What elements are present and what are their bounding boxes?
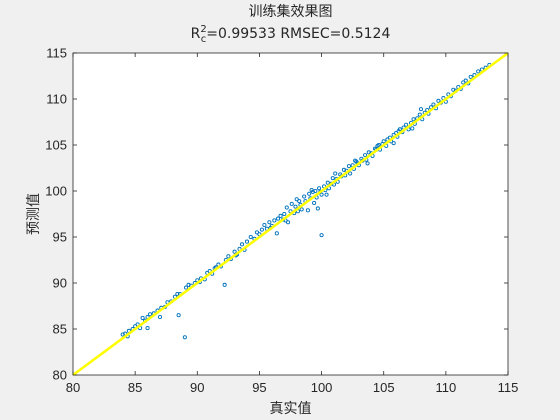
data-point	[309, 188, 314, 193]
x-tick-label: 110	[435, 380, 456, 395]
data-point	[365, 161, 370, 166]
x-axis-ticks: 80 85 90 95 100 105 110 115	[66, 53, 519, 395]
data-point	[175, 291, 180, 297]
data-point	[289, 201, 294, 206]
data-point	[222, 282, 227, 287]
data-point	[297, 199, 302, 204]
data-point	[410, 126, 415, 131]
reference-line	[72, 51, 509, 377]
data-point	[148, 312, 153, 317]
y-tick-label: 110	[46, 92, 67, 107]
subtitle-superscript: 2	[200, 24, 206, 35]
data-point	[319, 233, 324, 238]
x-tick-label: 95	[252, 380, 266, 395]
data-point	[417, 112, 422, 117]
data-point	[348, 171, 353, 176]
data-point	[176, 313, 181, 318]
data-point	[463, 78, 468, 83]
data-point	[274, 231, 279, 236]
chart-subtitle: R2 c=0.99533 RMSEC=0.5124	[191, 24, 391, 45]
data-point	[184, 285, 189, 290]
x-tick-label: 80	[66, 380, 80, 395]
data-point	[284, 205, 289, 210]
y-axis-label: 预测值	[26, 193, 42, 235]
data-point	[305, 208, 310, 213]
x-tick-label: 85	[128, 380, 142, 395]
axes-box	[72, 52, 509, 376]
subtitle-r: R	[191, 26, 201, 42]
subtitle-metrics: =0.99533 RMSEC=0.5124	[206, 26, 390, 42]
data-point	[391, 141, 396, 146]
subtitle-subscript: c	[201, 34, 207, 45]
y-tick-label: 105	[45, 138, 67, 153]
data-point	[325, 180, 330, 185]
data-point	[330, 176, 335, 181]
data-point	[333, 171, 338, 176]
data-point	[282, 211, 287, 217]
data-point	[278, 213, 283, 218]
data-point	[259, 227, 264, 232]
data-point	[272, 218, 277, 223]
x-tick-label: 100	[311, 380, 333, 395]
data-point	[363, 153, 368, 158]
data-point	[226, 254, 231, 259]
data-point	[315, 206, 320, 211]
data-point	[468, 74, 473, 79]
data-point	[319, 192, 324, 197]
data-point	[299, 207, 304, 212]
y-tick-label: 80	[53, 368, 67, 383]
y-tick-label: 85	[53, 322, 67, 337]
data-point	[353, 158, 358, 163]
data-point	[244, 239, 250, 244]
x-tick-label: 105	[373, 380, 395, 395]
x-axis-label: 真实值	[270, 401, 312, 417]
data-point	[140, 315, 145, 321]
data-point	[375, 143, 380, 148]
data-point	[313, 188, 318, 194]
y-tick-label: 95	[53, 230, 67, 245]
data-point	[324, 192, 329, 197]
data-point	[232, 249, 237, 254]
data-point	[404, 122, 409, 127]
data-point	[346, 164, 351, 169]
data-point	[157, 314, 163, 320]
data-point	[476, 69, 481, 74]
reference-line-layer	[72, 51, 509, 377]
data-point	[411, 117, 416, 122]
y-tick-label: 115	[46, 46, 67, 61]
data-point	[239, 242, 245, 247]
data-point	[182, 335, 187, 340]
data-point	[418, 107, 424, 112]
data-point	[381, 139, 386, 144]
x-tick-label: 90	[190, 380, 204, 395]
data-point	[293, 204, 298, 209]
data-point	[145, 326, 150, 331]
data-point	[307, 191, 312, 196]
data-point	[267, 220, 272, 225]
data-point	[248, 234, 253, 240]
data-point	[431, 102, 436, 107]
x-tick-label: 115	[498, 380, 519, 395]
data-point	[254, 230, 259, 235]
data-point	[262, 222, 267, 228]
y-tick-label: 100	[45, 184, 67, 199]
chart-title: 训练集效果图	[249, 3, 333, 20]
data-point	[276, 216, 281, 221]
data-point	[317, 186, 322, 191]
data-point	[312, 200, 317, 206]
y-axis-ticks: 80 85 90 95 100 105 110 115	[45, 46, 508, 383]
data-point	[302, 194, 307, 199]
y-tick-label: 90	[53, 276, 67, 291]
